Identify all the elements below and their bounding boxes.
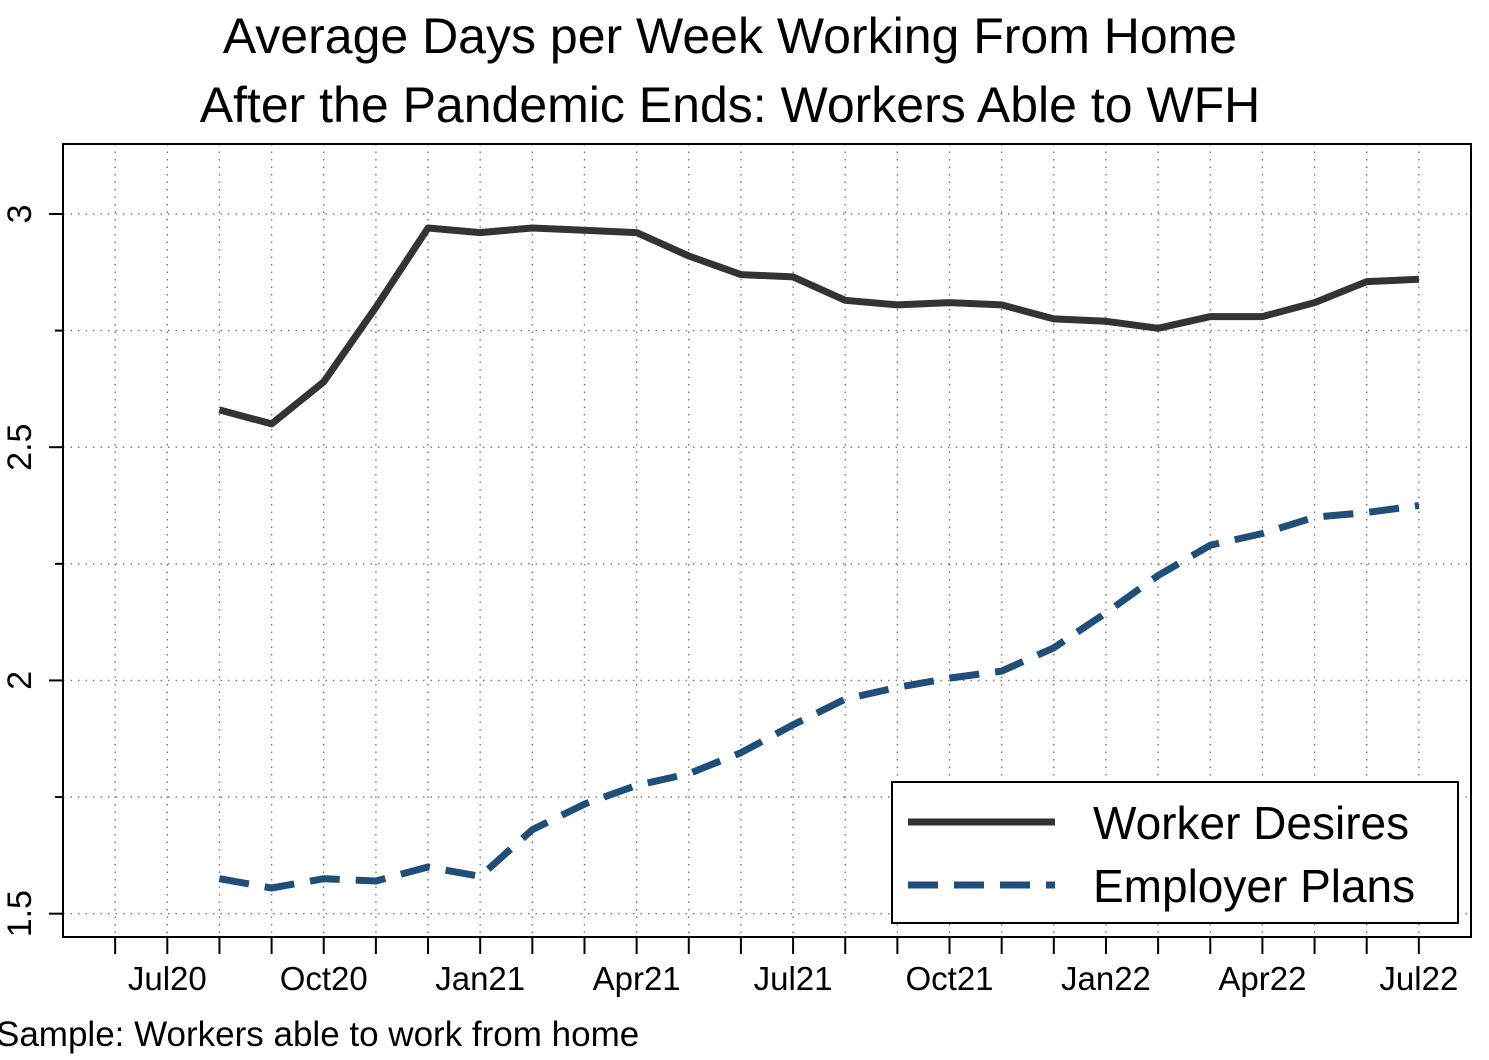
legend-box: [891, 781, 1459, 924]
x-tick-label: Jul22: [1379, 960, 1458, 997]
x-tick-label: Oct20: [280, 960, 368, 997]
series-line-worker-desires: [218, 224, 1420, 428]
series-lines: [218, 224, 1420, 892]
series-line-employer-plans: [218, 502, 1420, 892]
chart-title-line: After the Pandemic Ends: Workers Able to…: [200, 77, 1261, 133]
x-tick-label: Apr21: [593, 960, 681, 997]
x-tick-label: Jul20: [128, 960, 207, 997]
x-tick-label: Jan22: [1061, 960, 1151, 997]
x-tick-label: Oct21: [905, 960, 993, 997]
x-tick-label: Apr22: [1218, 960, 1306, 997]
y-tick-label: 2.5: [1, 424, 39, 471]
chart-title-line: Average Days per Week Working From Home: [223, 8, 1237, 64]
axes: Jul20 Oct20 Jan21 Apr21 Jul21 Oct21 Jan22 Apr22…: [1, 205, 1458, 997]
x-tick-label: Jul21: [754, 960, 833, 997]
y-tick-label: 1.5: [1, 890, 39, 937]
legend: Worker Desires Employer Plans: [891, 781, 1459, 924]
sample-note: Sample: Workers able to work from home: [0, 1015, 639, 1054]
legend-label: Worker Desires: [1093, 797, 1409, 849]
legend-label: Employer Plans: [1093, 860, 1415, 912]
x-tick-label: Jan21: [435, 960, 525, 997]
y-tick-label: 3: [1, 205, 39, 224]
y-tick-label: 2: [1, 671, 39, 690]
plot-frame: [62, 143, 1472, 938]
